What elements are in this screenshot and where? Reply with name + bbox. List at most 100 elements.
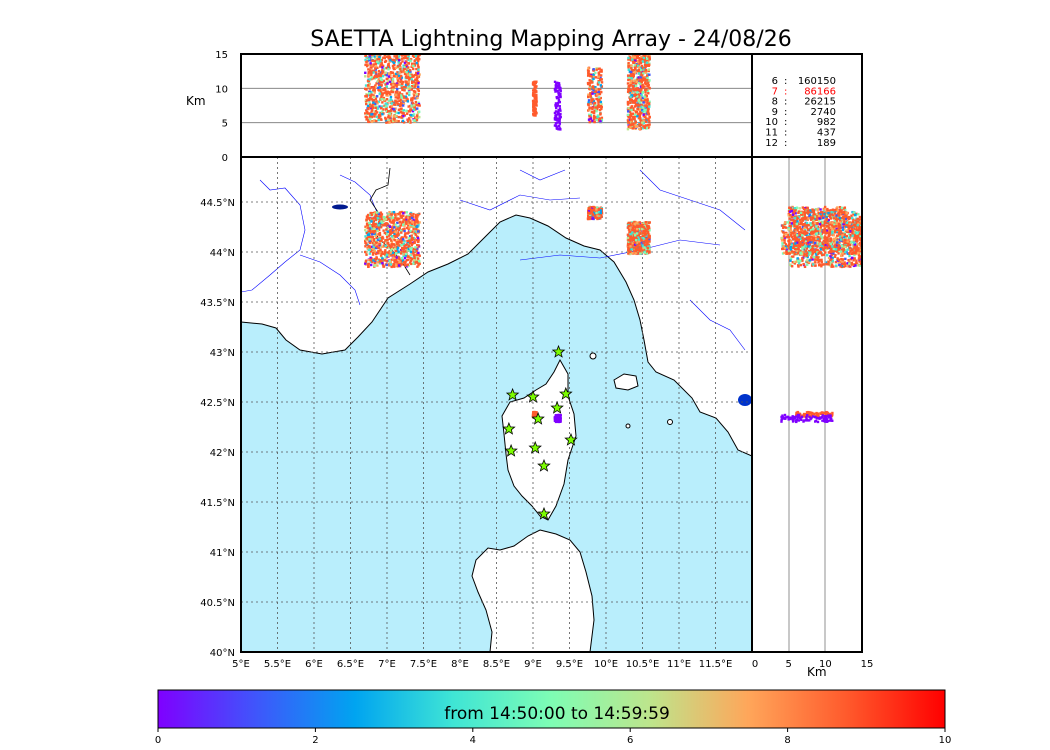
right-source-point [838,246,842,250]
top-source-point [380,78,383,81]
right-source-point [789,417,792,420]
station-count-value: 437 [817,128,836,139]
top-source-point [379,81,383,84]
map-source-point [365,218,368,222]
top-source-point [633,105,637,108]
map-source-point [376,260,379,264]
lon-tick-label: 5°E [232,659,250,670]
map-source-point [400,241,404,244]
right-source-point [827,251,831,254]
top-source-point [648,86,651,90]
right-source-point [826,419,829,423]
top-source-point [364,95,367,98]
map-source-point [589,217,593,220]
top-source-point [587,71,590,75]
top-source-point [627,56,630,60]
top-source-point [598,108,602,112]
map-source-point [394,226,397,229]
map-source-point [412,262,415,265]
top-source-point [640,122,643,126]
top-source-point [404,55,407,58]
right-source-point [820,258,823,262]
map-source-point [384,249,387,252]
top-source-point [629,81,632,85]
station-count-sep: : [784,138,787,149]
top-source-point [365,88,368,91]
map-source-point [391,219,395,222]
top-source-point [599,76,602,80]
top-source-point [372,94,375,97]
map-source-point [370,220,373,223]
right-source-point [844,263,848,266]
top-source-point [408,74,412,78]
top-source-point [592,98,595,101]
map-source-point [404,246,408,250]
right-source-point [826,254,829,257]
montecristo-island [625,423,631,429]
top-source-point [368,106,371,109]
top-source-point [417,101,420,104]
map-source-point [629,223,632,227]
right-source-point [814,207,818,211]
top-source-point [372,87,376,90]
map-source-point [381,235,384,239]
top-source-point [597,103,600,107]
map-source-point [370,235,373,239]
top-source-point [407,55,410,59]
top-source-point [409,70,412,73]
top-source-point [553,116,557,120]
top-source-point [391,82,394,85]
right-source-point [840,260,843,264]
top-source-point [412,89,416,93]
map-source-point [415,225,418,229]
right-source-point [820,260,823,264]
right-source-point [854,264,857,267]
top-source-point [370,110,373,113]
map-source-point [371,247,375,251]
top-source-point [372,76,376,79]
top-source-point [400,74,403,78]
top-source-point [639,68,642,72]
top-source-point [599,100,603,104]
top-source-point [393,108,396,111]
top-source-point [643,60,647,64]
map-source-point [398,221,402,224]
top-source-point [401,60,404,63]
right-altitude-panel: 0 5 10 15 Km [751,156,873,679]
right-source-point [796,413,800,417]
right-source-point [847,215,851,219]
map-source-point [390,213,393,216]
top-source-point [627,116,631,119]
top-source-point [641,91,644,95]
top-source-point [371,89,375,92]
top-source-point [587,67,590,70]
top-source-point [532,91,535,95]
map-source-point [414,233,417,236]
station-count-value: 2740 [811,107,836,118]
map-source-point [591,207,594,210]
map-source-point [368,252,372,255]
station-star [537,506,551,520]
map-source-point [416,257,420,260]
map-source-point [405,243,409,246]
top-source-point [409,113,413,117]
top-source-point [634,68,637,71]
top-source-point [385,55,389,58]
right-source-point [842,265,846,268]
right-source-point [811,415,815,418]
lat-tick-label: 40°N [210,648,235,659]
map-source-point [587,217,590,220]
top-source-point [381,66,384,69]
map-source-point [590,214,594,218]
top-source-point [407,69,411,73]
top-source-point [647,68,651,71]
right-source-point [824,420,827,423]
top-source-point [408,87,411,91]
top-source-point [592,111,596,115]
top-source-point [644,120,648,123]
top-source-point [395,85,398,88]
top-source-point [587,69,590,73]
map-source-point [386,230,389,233]
top-source-point [370,73,373,77]
map-source-point [368,218,372,222]
